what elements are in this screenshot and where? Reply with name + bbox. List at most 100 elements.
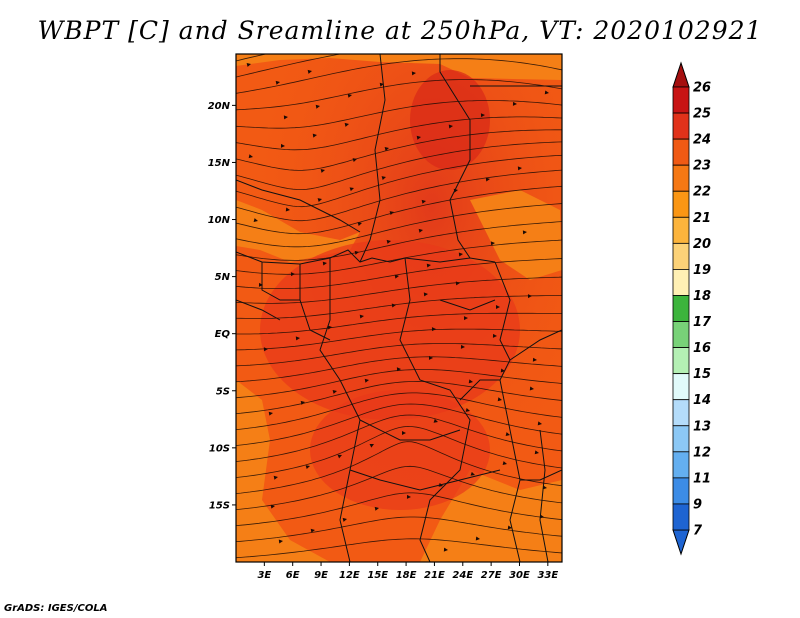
streamline: [236, 154, 562, 208]
streamline-arrow: [317, 198, 322, 203]
country-border: [399, 257, 471, 562]
streamline-arrow: [470, 471, 475, 476]
streamline-arrow: [396, 367, 401, 372]
streamline-arrow: [534, 450, 539, 455]
colorbar-segment: [672, 373, 690, 401]
streamline-arrow: [401, 430, 406, 435]
colorbar-label: 12: [693, 445, 711, 460]
streamline: [236, 54, 268, 62]
streamline-arrow: [263, 347, 268, 352]
lat-tick-label: 10N: [208, 215, 231, 226]
colorbar-segment: [672, 425, 690, 453]
streamline-arrow: [433, 418, 438, 423]
streamline-arrow: [322, 261, 327, 266]
country-border: [236, 299, 281, 321]
colorbar-bottom-triangle: [672, 529, 690, 556]
streamline-arrow: [502, 461, 507, 465]
country-border: [459, 379, 500, 401]
streamline-arrow: [391, 303, 396, 308]
colorbar-segment: [672, 503, 690, 531]
streamline: [236, 258, 562, 289]
streamline-arrow: [275, 80, 280, 85]
colorbar-segment: [672, 451, 690, 479]
streamline-arrow: [463, 316, 468, 321]
streamline: [236, 369, 562, 399]
lon-tick-label: 3E: [257, 570, 271, 581]
streamline-arrow: [349, 187, 354, 192]
streamline-arrow: [337, 454, 342, 459]
streamline: [236, 79, 562, 111]
country-border: [539, 429, 549, 562]
longitude-axis: 3E 6E 9E 12E 15E 18E 21E 24E 27E 30E 33E: [257, 562, 558, 581]
colorbar-label: 9: [693, 497, 702, 512]
streamline-arrow: [529, 386, 534, 391]
colorbar-segment: [672, 216, 690, 244]
streamline-arrow: [354, 250, 359, 255]
streamline-arrow: [384, 147, 389, 151]
streamline-arrow: [273, 475, 278, 480]
field-cool-region-top: [236, 54, 562, 80]
streamline: [236, 58, 562, 94]
streamline-arrow: [268, 411, 273, 416]
streamline-arrow: [312, 133, 317, 138]
streamline: [236, 276, 562, 304]
streamline-arrow: [426, 263, 431, 268]
streamline-arrow: [416, 135, 421, 140]
streamline: [236, 54, 343, 78]
streamline-arrow: [315, 104, 320, 109]
streamline-arrow: [448, 124, 453, 129]
streamline-arrow: [428, 355, 433, 360]
colorbar-label: 17: [693, 315, 712, 330]
streamline-arrow: [285, 207, 290, 212]
credit-label: GrADS: IGES/COLA: [4, 603, 108, 614]
streamline: [236, 356, 562, 383]
colorbar-label: 14: [693, 393, 711, 408]
field-hot-region-center: [260, 240, 520, 420]
streamline-arrow: [460, 344, 465, 349]
colorbar-label: 15: [693, 367, 711, 382]
lon-tick-label: 6E: [286, 570, 300, 581]
lat-tick-label: EQ: [215, 329, 231, 340]
colorbar-label: 7: [693, 524, 703, 539]
colorbar-label: 19: [693, 263, 711, 278]
colorbar-label: 22: [693, 185, 711, 200]
colorbar-segment: [672, 477, 690, 505]
colorbar-segment: [672, 269, 690, 296]
streamline-arrow: [270, 504, 275, 509]
streamline-arrow: [537, 421, 542, 426]
colorbar-segment: [672, 347, 690, 375]
streamline-arrow: [344, 122, 349, 127]
streamline-arrow: [357, 222, 362, 227]
streamline: [236, 538, 562, 559]
streamline: [236, 129, 562, 171]
streamline: [236, 516, 562, 543]
country-border: [359, 419, 461, 441]
colorbar-label: 11: [693, 471, 711, 486]
streamline-arrow: [320, 168, 325, 173]
streamline-arrow: [310, 528, 315, 533]
lat-tick-label: 5N: [215, 272, 231, 283]
streamline-arrow: [497, 397, 502, 402]
streamline-arrow: [364, 378, 369, 383]
streamline-arrow: [295, 336, 300, 341]
country-border: [509, 329, 562, 361]
streamline-arrow: [280, 143, 285, 148]
streamline-arrow: [253, 218, 258, 223]
colorbar-label: 21: [693, 211, 711, 226]
streamline-arrow: [332, 390, 337, 394]
field-hot-region-north: [410, 70, 490, 170]
streamline-arrow: [443, 547, 448, 552]
streamline: [236, 203, 562, 248]
colorbar: 26 25 24 23 22 21 20 19 18 17 16 15 14 13 12 11 9 7: [672, 61, 712, 556]
streamline: [236, 185, 562, 235]
colorbar-segment: [672, 138, 690, 166]
lon-tick-label: 12E: [339, 570, 360, 581]
streamline-arrow: [248, 154, 253, 159]
streamline-arrow: [347, 93, 352, 98]
streamline-arrow: [500, 368, 505, 373]
streamline: [236, 380, 562, 415]
streamline-arrow: [431, 327, 436, 332]
streamline: [236, 403, 562, 446]
country-border: [520, 469, 562, 481]
streamline: [236, 116, 562, 151]
